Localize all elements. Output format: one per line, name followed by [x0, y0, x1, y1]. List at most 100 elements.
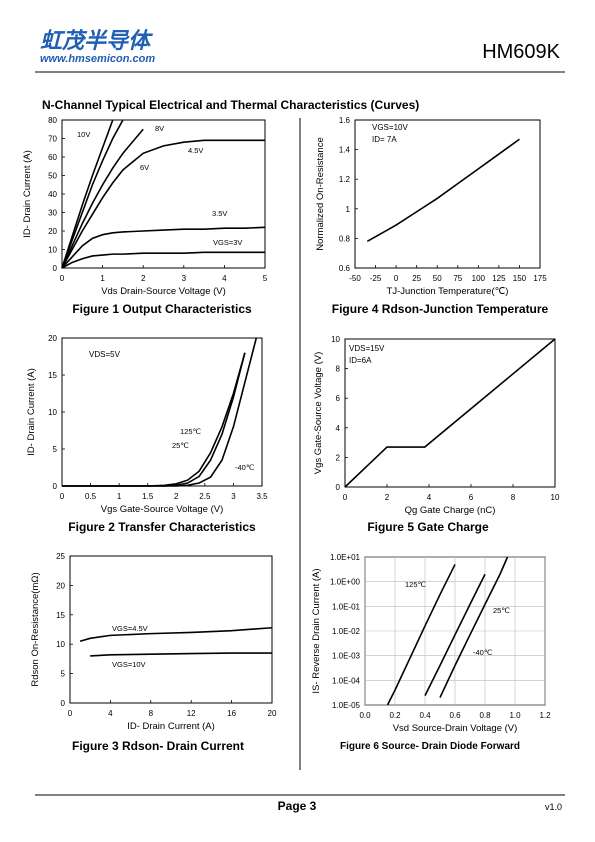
y-tick-label: 0: [53, 264, 58, 273]
y-tick-label: 5: [53, 445, 58, 454]
y-tick-label: 10: [48, 408, 57, 417]
data-line: [90, 652, 272, 657]
y-tick-label: 50: [48, 172, 57, 181]
y-tick-label: 70: [48, 135, 57, 144]
x-tick-label: 16: [227, 709, 236, 718]
x-tick-label: 1.5: [142, 492, 154, 501]
y-tick-label: 4: [336, 424, 341, 433]
data-line: [62, 337, 258, 487]
x-tick-label: 8: [511, 493, 516, 502]
y-tick-label: 20: [48, 334, 57, 343]
figure-caption: Figure 2 Transfer Characteristics: [68, 520, 256, 534]
x-tick-label: 0: [68, 709, 73, 718]
data-line: [61, 251, 265, 269]
plot-frame: [344, 338, 556, 488]
curve-label: 25℃: [172, 441, 189, 450]
curve-label: -40℃: [235, 463, 255, 472]
data-line: [439, 556, 509, 698]
y-tick-label: 10: [56, 640, 65, 649]
y-tick-label: 10: [331, 335, 340, 344]
page-number: Page 3: [278, 799, 317, 813]
y-tick-label: 60: [48, 153, 57, 162]
annotation: VGS=10V: [372, 123, 408, 132]
x-tick-label: 25: [412, 274, 421, 283]
data-line: [61, 139, 265, 269]
annotation: VDS=15V: [349, 344, 385, 353]
curve-label: 10V: [77, 130, 90, 139]
plot-frame: [69, 555, 273, 704]
y-tick-label: 0: [53, 482, 58, 491]
y-axis-label: Rdson On-Resistance(mΩ): [30, 572, 41, 686]
annotation: ID=6A: [349, 356, 372, 365]
y-tick-label: 1.2: [339, 175, 351, 184]
figure-caption: Figure 6 Source- Drain Diode Forward: [340, 741, 520, 752]
website: www.hmsemicon.com: [40, 53, 155, 65]
x-tick-label: 0: [343, 493, 348, 502]
curve-label: VGS=3V: [213, 238, 242, 247]
x-tick-label: 2: [385, 493, 390, 502]
curve-label: 25℃: [493, 606, 510, 615]
y-tick-label: 30: [48, 209, 57, 218]
x-tick-label: 0: [394, 274, 399, 283]
x-axis-label: ID- Drain Current (A): [127, 721, 215, 732]
x-tick-label: 4: [108, 709, 113, 718]
y-axis-label: IS- Reverse Drain Current (A): [311, 568, 322, 693]
x-tick-label: 2: [141, 274, 146, 283]
curve-label: 4.5V: [188, 146, 203, 155]
x-tick-label: 0: [60, 274, 65, 283]
y-tick-label: 40: [48, 190, 57, 199]
plot-frame: [61, 337, 263, 487]
y-tick-label: 1.6: [339, 116, 351, 125]
y-tick-label: 1.4: [339, 146, 351, 155]
x-tick-label: 3: [231, 492, 236, 501]
curve-label: VGS=4.5V: [112, 624, 148, 633]
x-tick-label: -50: [349, 274, 361, 283]
figure-caption: Figure 4 Rdson-Junction Temperature: [332, 302, 549, 316]
x-tick-label: 0.5: [85, 492, 97, 501]
x-tick-label: 12: [187, 709, 196, 718]
x-axis-label: Vsd Source-Drain Voltage (V): [393, 723, 518, 734]
curve-label: 6V: [140, 163, 149, 172]
x-tick-label: 4: [427, 493, 432, 502]
data-line: [344, 338, 556, 488]
y-axis-label: ID- Drain Current (A): [26, 368, 37, 456]
curve-label: 3.5V: [212, 209, 227, 218]
y-axis-label: Normalized On-Resistance: [315, 137, 326, 251]
y-tick-label: 15: [48, 371, 57, 380]
plot-frame: [354, 119, 541, 269]
version: v1.0: [545, 802, 562, 812]
curve-label: -40℃: [473, 648, 493, 657]
data-line: [366, 138, 520, 243]
data-line: [61, 128, 144, 269]
x-tick-label: 3: [182, 274, 187, 283]
y-axis-label: ID- Drain Current (A): [22, 150, 33, 238]
x-tick-label: 2.5: [199, 492, 211, 501]
y-tick-label: 25: [56, 552, 65, 561]
figure-caption: Figure 5 Gate Charge: [367, 520, 489, 534]
x-tick-label: 0.6: [449, 711, 461, 720]
section-title: N-Channel Typical Electrical and Thermal…: [42, 98, 419, 112]
figure-caption: Figure 1 Output Characteristics: [72, 302, 252, 316]
y-tick-label: 20: [48, 227, 57, 236]
x-tick-label: 10: [551, 493, 560, 502]
y-tick-label: 0: [61, 699, 66, 708]
x-tick-label: 20: [268, 709, 277, 718]
x-tick-label: 6: [469, 493, 474, 502]
x-tick-label: 50: [433, 274, 442, 283]
y-tick-label: 1.0E-01: [332, 602, 361, 611]
data-line: [79, 626, 273, 643]
x-tick-label: 4: [222, 274, 227, 283]
data-line: [61, 226, 266, 269]
y-tick-label: 1.0E-05: [332, 701, 361, 710]
curve-label: 125℃: [405, 580, 427, 589]
y-tick-label: 10: [48, 246, 57, 255]
x-tick-label: 175: [533, 274, 547, 283]
x-tick-label: 0.2: [389, 711, 401, 720]
x-tick-label: 150: [513, 274, 527, 283]
x-tick-label: 1.0: [509, 711, 521, 720]
data-line: [386, 564, 456, 706]
x-tick-label: 75: [453, 274, 462, 283]
annotation: VDS=5V: [89, 350, 121, 359]
x-tick-label: 8: [149, 709, 154, 718]
y-tick-label: 0.8: [339, 234, 351, 243]
